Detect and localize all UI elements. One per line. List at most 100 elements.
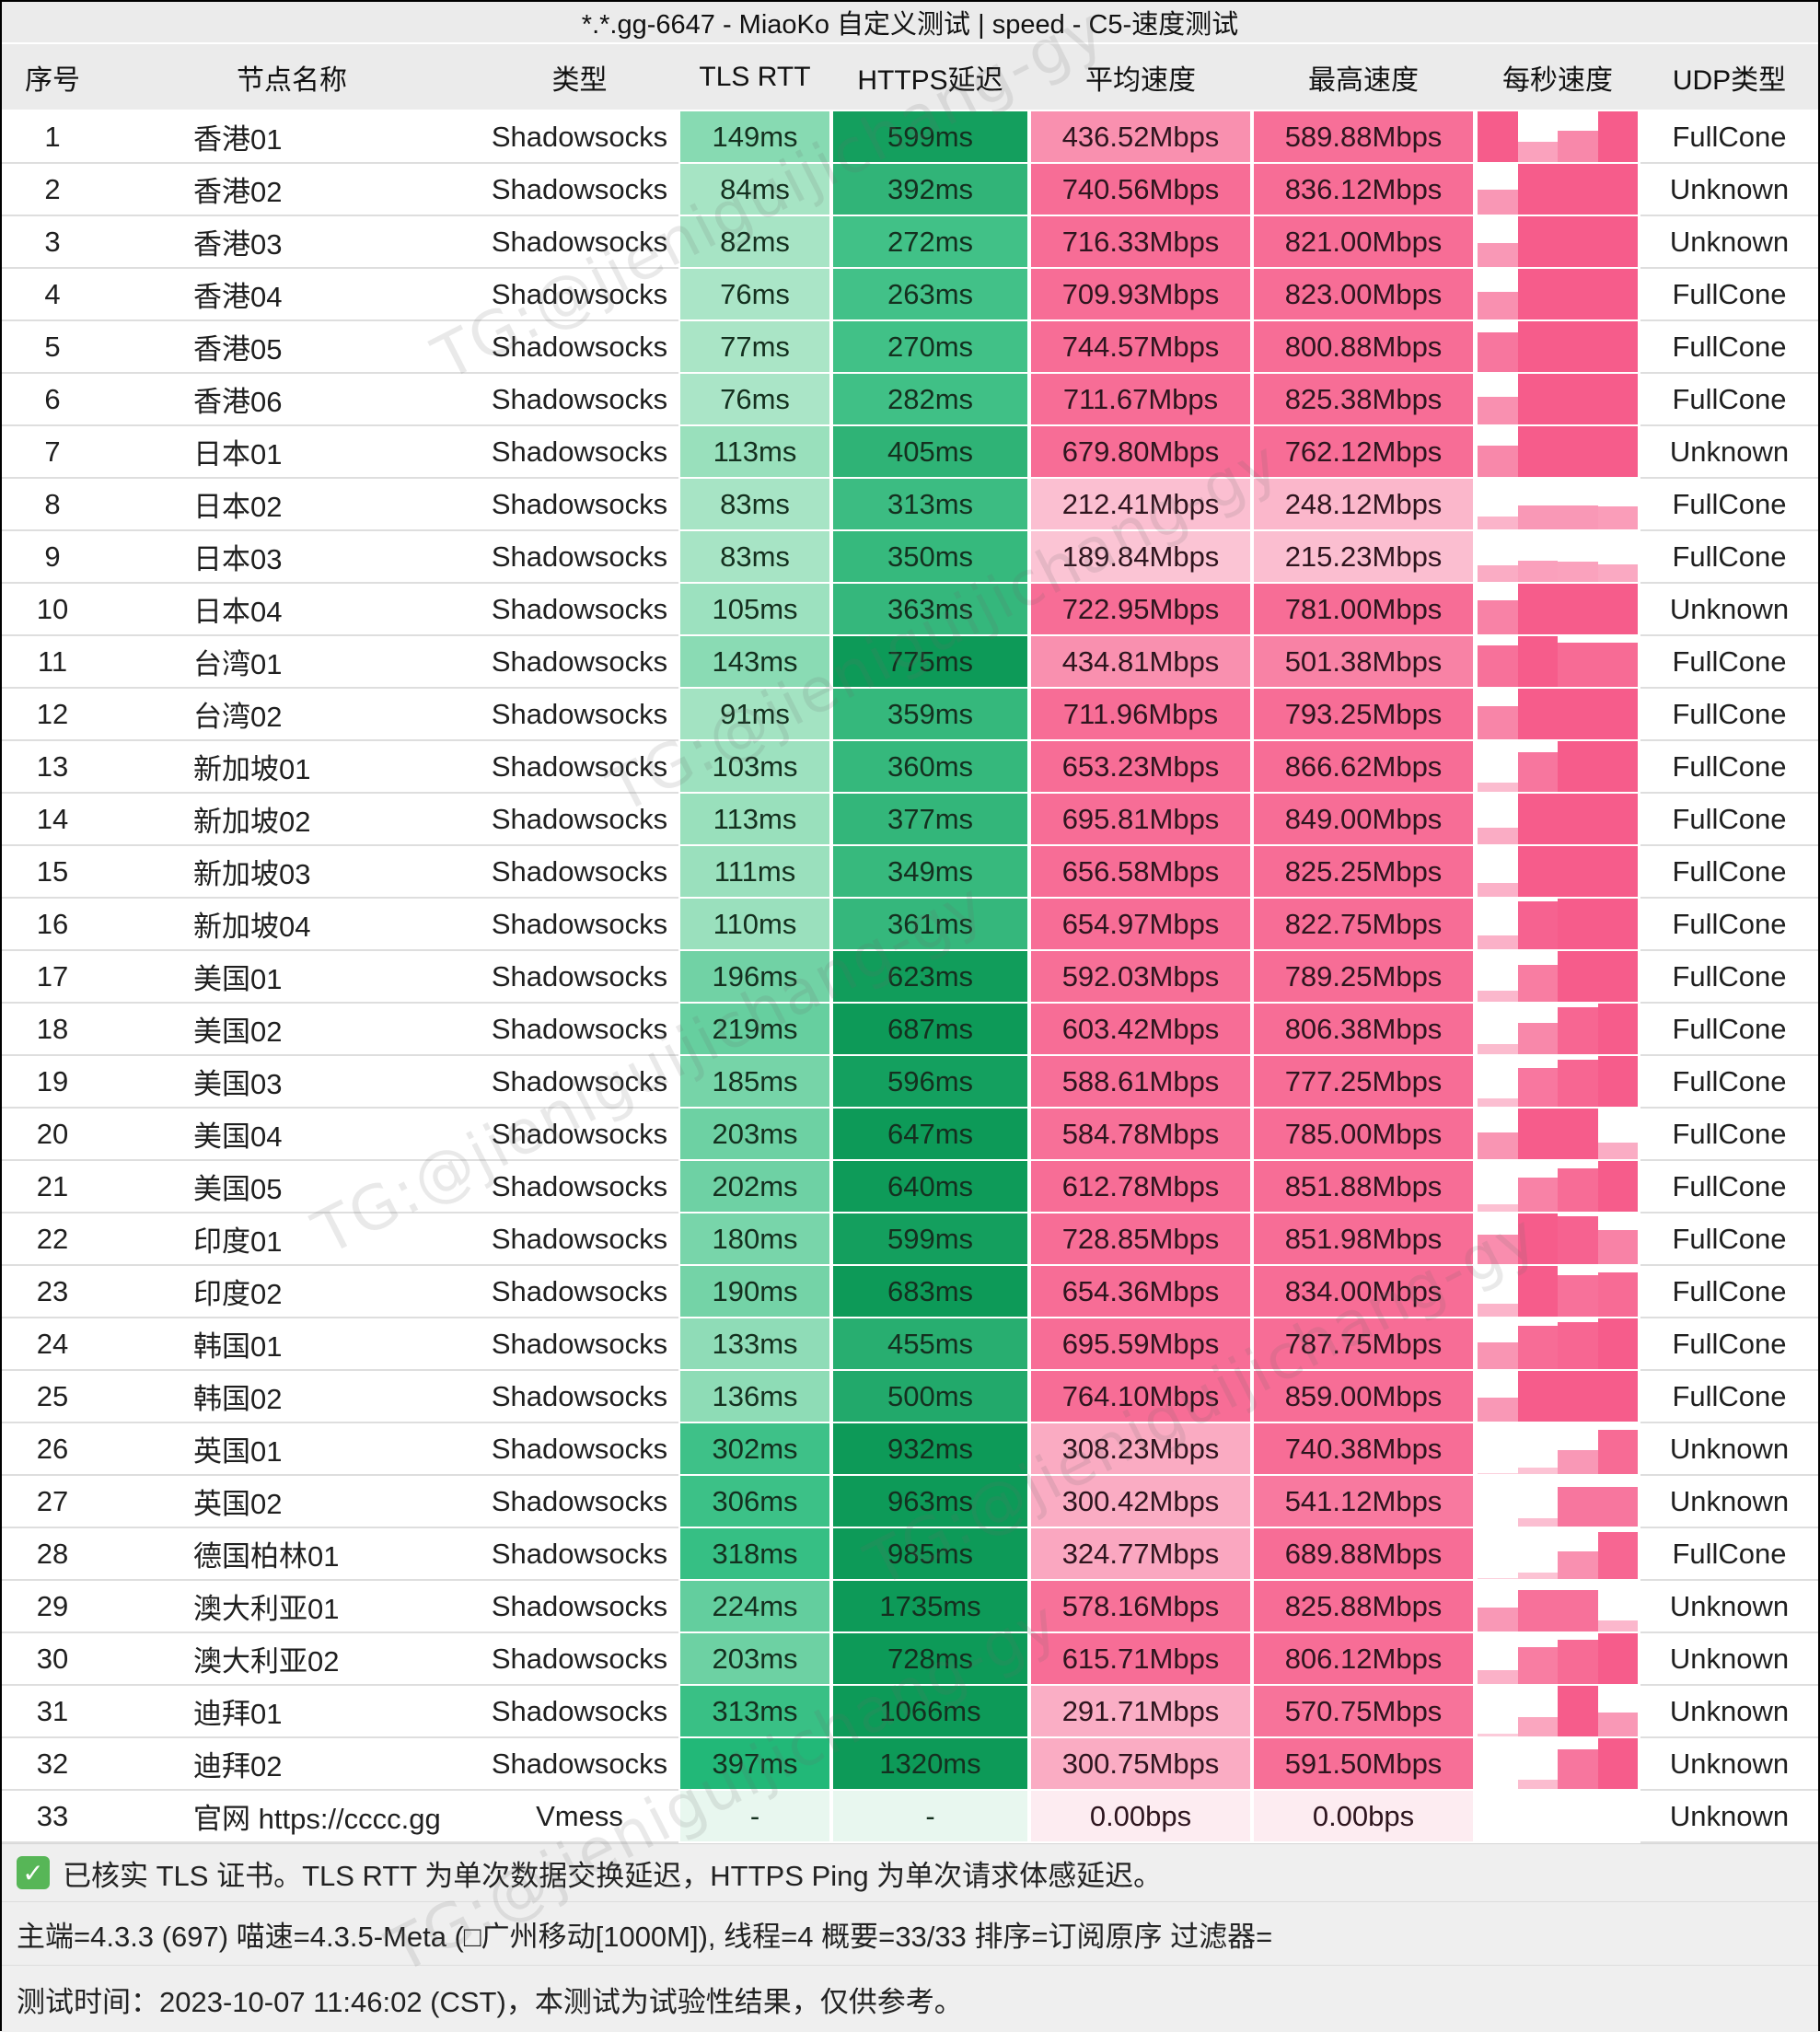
cell-speed-bars [1478, 1633, 1638, 1684]
cell-node-name: 澳大利亚02 [103, 1633, 481, 1686]
cell-avg-speed: 189.84Mbps [1031, 531, 1250, 582]
cell-index: 14 [2, 794, 103, 846]
cell-index: 33 [2, 1791, 103, 1843]
speed-bar [1517, 1325, 1558, 1369]
cell-https-ping-wrap: 363ms [831, 584, 1029, 634]
cell-avg-speed: 291.71Mbps [1031, 1686, 1250, 1736]
speed-bar [1597, 1004, 1638, 1054]
cell-avg-speed: 764.10Mbps [1031, 1371, 1250, 1422]
cell-tls-rtt: 302ms [680, 1423, 829, 1474]
speed-bar [1517, 689, 1558, 739]
cell-speed-bars [1478, 1738, 1638, 1789]
cell-udp-type: FullCone [1640, 1318, 1818, 1371]
cell-avg-speed-wrap: 291.71Mbps [1029, 1686, 1252, 1736]
table-row: 27 英国02 Shadowsocks 306ms 963ms 300.42Mbps 541… [2, 1476, 1818, 1528]
cell-avg-speed: 716.33Mbps [1031, 216, 1250, 267]
cell-tls-rtt: 77ms [680, 321, 829, 372]
cell-max-speed-wrap: 0.00bps [1252, 1791, 1475, 1841]
cell-index: 10 [2, 584, 103, 636]
speed-bar [1558, 216, 1598, 267]
speed-bar [1517, 1573, 1558, 1579]
cell-avg-speed: 653.23Mbps [1031, 741, 1250, 792]
cell-index: 18 [2, 1004, 103, 1056]
cell-avg-speed: 578.16Mbps [1031, 1581, 1250, 1631]
speed-bar [1478, 1235, 1518, 1264]
column-header-7: 每秒速度 [1502, 64, 1613, 96]
speed-bar [1597, 794, 1638, 844]
speed-bar [1597, 321, 1638, 372]
cell-avg-speed-wrap: 612.78Mbps [1029, 1161, 1252, 1212]
speed-bar [1558, 1550, 1598, 1579]
speed-bar [1517, 1589, 1558, 1631]
cell-https-ping-wrap: 272ms [831, 216, 1029, 267]
cell-max-speed-wrap: 825.88Mbps [1252, 1581, 1475, 1631]
cell-https-ping-wrap: 349ms [831, 846, 1029, 897]
cell-avg-speed-wrap: 588.61Mbps [1029, 1056, 1252, 1107]
cell-type: Shadowsocks [481, 1476, 678, 1528]
cell-max-speed-wrap: 859.00Mbps [1252, 1371, 1475, 1422]
cell-type: Shadowsocks [481, 1213, 678, 1266]
cell-index: 8 [2, 479, 103, 531]
footer-note-tls-text: 已核实 TLS 证书。TLS RTT 为单次数据交换延迟，HTTPS Ping … [63, 1859, 1163, 1892]
speed-bar [1478, 1203, 1518, 1212]
cell-type: Shadowsocks [481, 846, 678, 899]
cell-type: Shadowsocks [481, 1423, 678, 1476]
table-row: 2 香港02 Shadowsocks 84ms 392ms 740.56Mbps 836.1… [2, 164, 1818, 216]
cell-node-name: 日本04 [103, 584, 481, 636]
cell-https-ping-wrap: 282ms [831, 374, 1029, 424]
cell-https-ping-wrap: 640ms [831, 1161, 1029, 1212]
cell-udp-type: Unknown [1640, 1476, 1818, 1528]
cell-index: 13 [2, 741, 103, 794]
speed-bar [1517, 584, 1558, 634]
speed-bar [1558, 1749, 1598, 1789]
column-header-6: 最高速度 [1308, 64, 1419, 96]
cell-max-speed-wrap: 834.00Mbps [1252, 1266, 1475, 1317]
speed-bar [1597, 1229, 1638, 1264]
cell-https-ping: 361ms [833, 899, 1027, 949]
cell-speed-bars [1478, 321, 1638, 372]
cell-speed-bars [1478, 426, 1638, 477]
cell-tls-rtt-wrap: 83ms [678, 479, 831, 529]
cell-https-ping: 349ms [833, 846, 1027, 897]
cell-udp-type: FullCone [1640, 636, 1818, 689]
cell-node-name: 韩国01 [103, 1318, 481, 1371]
cell-udp-type: FullCone [1640, 1161, 1818, 1213]
cell-index: 15 [2, 846, 103, 899]
cell-avg-speed: 679.80Mbps [1031, 426, 1250, 477]
cell-avg-speed: 603.42Mbps [1031, 1004, 1250, 1054]
speed-bar [1478, 1044, 1518, 1054]
speed-bar [1558, 130, 1598, 162]
cell-type: Shadowsocks [481, 741, 678, 794]
cell-avg-speed-wrap: 740.56Mbps [1029, 164, 1252, 215]
footer-note-tls: ✓ 已核实 TLS 证书。TLS RTT 为单次数据交换延迟，HTTPS Pin… [2, 1844, 1818, 1902]
cell-https-ping-wrap: 1320ms [831, 1738, 1029, 1789]
cell-udp-type: FullCone [1640, 1371, 1818, 1423]
cell-https-ping-wrap: 377ms [831, 794, 1029, 844]
cell-node-name: 香港02 [103, 164, 481, 216]
cell-speed-bars [1478, 1423, 1638, 1474]
cell-node-name: 美国04 [103, 1109, 481, 1161]
speed-bar [1517, 1109, 1558, 1159]
cell-speed-bars [1478, 1371, 1638, 1422]
cell-node-name: 香港01 [103, 111, 481, 164]
cell-avg-speed-wrap: 709.93Mbps [1029, 269, 1252, 319]
cell-https-ping: 647ms [833, 1109, 1027, 1159]
cell-https-ping: 270ms [833, 321, 1027, 372]
column-header-8: UDP类型 [1672, 64, 1787, 96]
speed-bar [1558, 741, 1598, 792]
column-header-5: 平均速度 [1085, 64, 1196, 96]
cell-max-speed: 793.25Mbps [1254, 689, 1473, 739]
cell-udp-type: FullCone [1640, 794, 1818, 846]
speed-bar [1478, 1607, 1518, 1631]
cell-tls-rtt: 83ms [680, 531, 829, 582]
cell-tls-rtt: 143ms [680, 636, 829, 687]
cell-type: Shadowsocks [481, 584, 678, 636]
table-row: 5 香港05 Shadowsocks 77ms 270ms 744.57Mbps 800.8… [2, 321, 1818, 374]
cell-node-name: 印度02 [103, 1266, 481, 1318]
cell-index: 4 [2, 269, 103, 321]
cell-avg-speed: 728.85Mbps [1031, 1213, 1250, 1264]
cell-index: 23 [2, 1266, 103, 1318]
speed-bar [1517, 560, 1558, 582]
table-row: 25 韩国02 Shadowsocks 136ms 500ms 764.10Mbps 859… [2, 1371, 1818, 1423]
cell-speed-bars [1478, 689, 1638, 739]
